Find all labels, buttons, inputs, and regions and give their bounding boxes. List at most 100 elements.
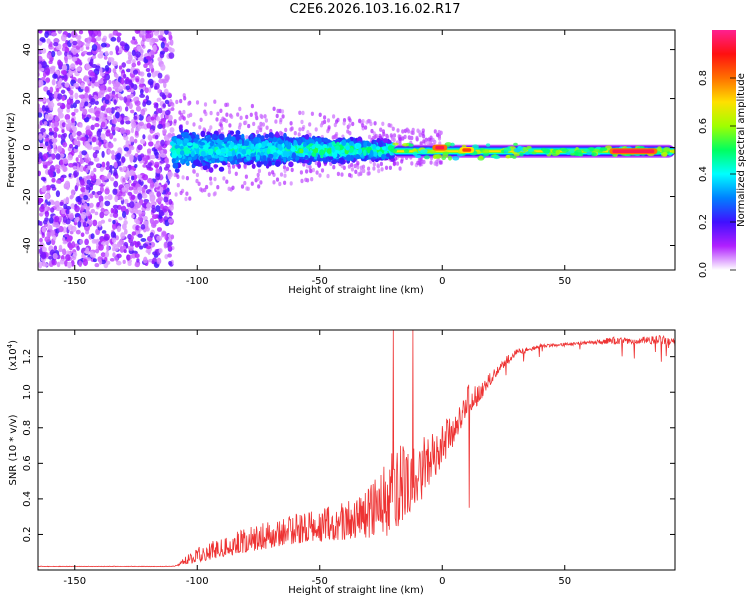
spectrogram-cell [70, 104, 74, 109]
spectrogram-cell [326, 148, 332, 154]
spectrogram-cell [275, 113, 279, 119]
spectrogram-cell [156, 97, 162, 102]
spectrogram-cell [271, 170, 275, 175]
spectrogram-cell [159, 50, 166, 55]
spectrogram-cell [115, 111, 120, 119]
page-title: C2E6.2026.103.16.02.R17 [289, 2, 461, 17]
spectrogram-cell [113, 169, 118, 176]
spectrogram-cell [195, 178, 199, 184]
spectrogram-cell [61, 129, 65, 134]
spectrogram-cell [195, 134, 200, 139]
spectrogram-cell [121, 156, 126, 164]
spectrogram-cell [66, 87, 71, 92]
spectrogram-cell [53, 131, 58, 139]
spectrogram-cell [569, 149, 575, 154]
spectrogram-cell [482, 152, 490, 157]
spectrogram-cell [44, 113, 49, 120]
spectrogram-cell [116, 35, 121, 43]
spectrogram-cell [281, 114, 285, 119]
spectrogram-cell [422, 139, 426, 144]
spectrogram-cell [398, 166, 402, 171]
spectrogram-cell [116, 152, 122, 160]
spectrogram-cell [283, 156, 287, 163]
spectrogram-cell [76, 131, 82, 137]
spectrogram-cell [70, 225, 77, 233]
spectrogram-cell [194, 144, 199, 149]
spectrogram-cell [187, 101, 191, 106]
spectrogram-cell [100, 207, 105, 213]
spectrogram-cell [328, 156, 334, 161]
spectrogram-cell [124, 43, 130, 51]
spectrogram-cell [227, 151, 234, 157]
spectrogram-cell [158, 107, 163, 114]
spectrogram-cell [125, 129, 131, 135]
spectrogram-cell [213, 176, 217, 182]
spectrogram-cell [192, 122, 196, 127]
spectrogram-cell [116, 260, 122, 266]
spectrogram-cell [150, 221, 157, 229]
spectrogram-cell [105, 94, 110, 101]
spectrogram-cell [54, 164, 61, 170]
spectrogram-cell [220, 126, 224, 131]
spectrogram-cell [117, 195, 123, 200]
spectrogram-cell [227, 169, 232, 175]
spectrogram-cell [62, 226, 67, 233]
spectrogram-cell [89, 202, 94, 208]
spectrogram-cell [381, 121, 385, 127]
spectrogram-cell [207, 192, 211, 197]
spectrogram-cell [243, 180, 247, 186]
spectrogram-cell [38, 198, 44, 203]
spectrogram-cell [213, 164, 219, 168]
spectrogram-cell [97, 220, 102, 228]
spectrogram-cell [111, 125, 116, 133]
spectrogram-cell [157, 72, 163, 79]
spectrogram-cell [155, 205, 161, 213]
spectrogram-cell [408, 135, 412, 141]
spectrogram-cell [297, 132, 301, 137]
spectrogram-cell [117, 85, 124, 93]
spectrogram-cell [174, 168, 180, 173]
spectrogram-cell [442, 151, 450, 155]
spectrogram-cell [168, 52, 175, 59]
spectrogram-cell [452, 156, 460, 161]
spectrogram-cell [243, 140, 250, 147]
spectrogram-cell [271, 161, 276, 166]
spectrogram-cell [113, 180, 119, 188]
spectrogram-cell [159, 30, 165, 36]
spectrogram-cell [123, 116, 130, 122]
spectrogram-y-tick-label: 40 [22, 43, 33, 56]
spectrogram-cell [42, 185, 47, 191]
spectrogram-cell [345, 154, 352, 162]
spectrogram-cell [167, 253, 172, 258]
spectral-peak [435, 145, 445, 150]
spectrogram-cell [74, 218, 78, 223]
spectrogram-cell [135, 105, 142, 112]
spectrogram-cell [169, 39, 174, 46]
spectrogram-cell [89, 107, 95, 114]
spectrogram-cell [427, 137, 431, 142]
spectrogram-cell [164, 30, 169, 35]
spectrogram-cell [59, 258, 66, 265]
spectrogram-cell [80, 179, 85, 186]
spectrogram-cell [128, 145, 135, 151]
spectrogram-cell [111, 61, 118, 67]
spectrogram-cell [141, 193, 148, 199]
spectrogram-cell [219, 108, 223, 114]
spectrogram-cell [319, 149, 325, 156]
spectrogram-cell [98, 244, 104, 251]
spectrogram-cell [260, 151, 265, 157]
spectrogram-cell [209, 110, 213, 116]
spectrogram-cell [371, 136, 375, 141]
spectrogram-cell [398, 137, 402, 142]
spectrogram-cell [513, 148, 521, 153]
spectrogram-cell [250, 103, 254, 109]
spectrogram-cell [599, 147, 608, 152]
spectrogram-cell [93, 94, 97, 100]
spectrogram-cell [356, 165, 360, 170]
spectrogram-cell [120, 120, 125, 125]
spectrogram-cell [283, 168, 287, 174]
spectrogram-cell [101, 150, 105, 158]
spectrogram-cell [289, 121, 293, 126]
spectrogram-cell [231, 149, 236, 157]
